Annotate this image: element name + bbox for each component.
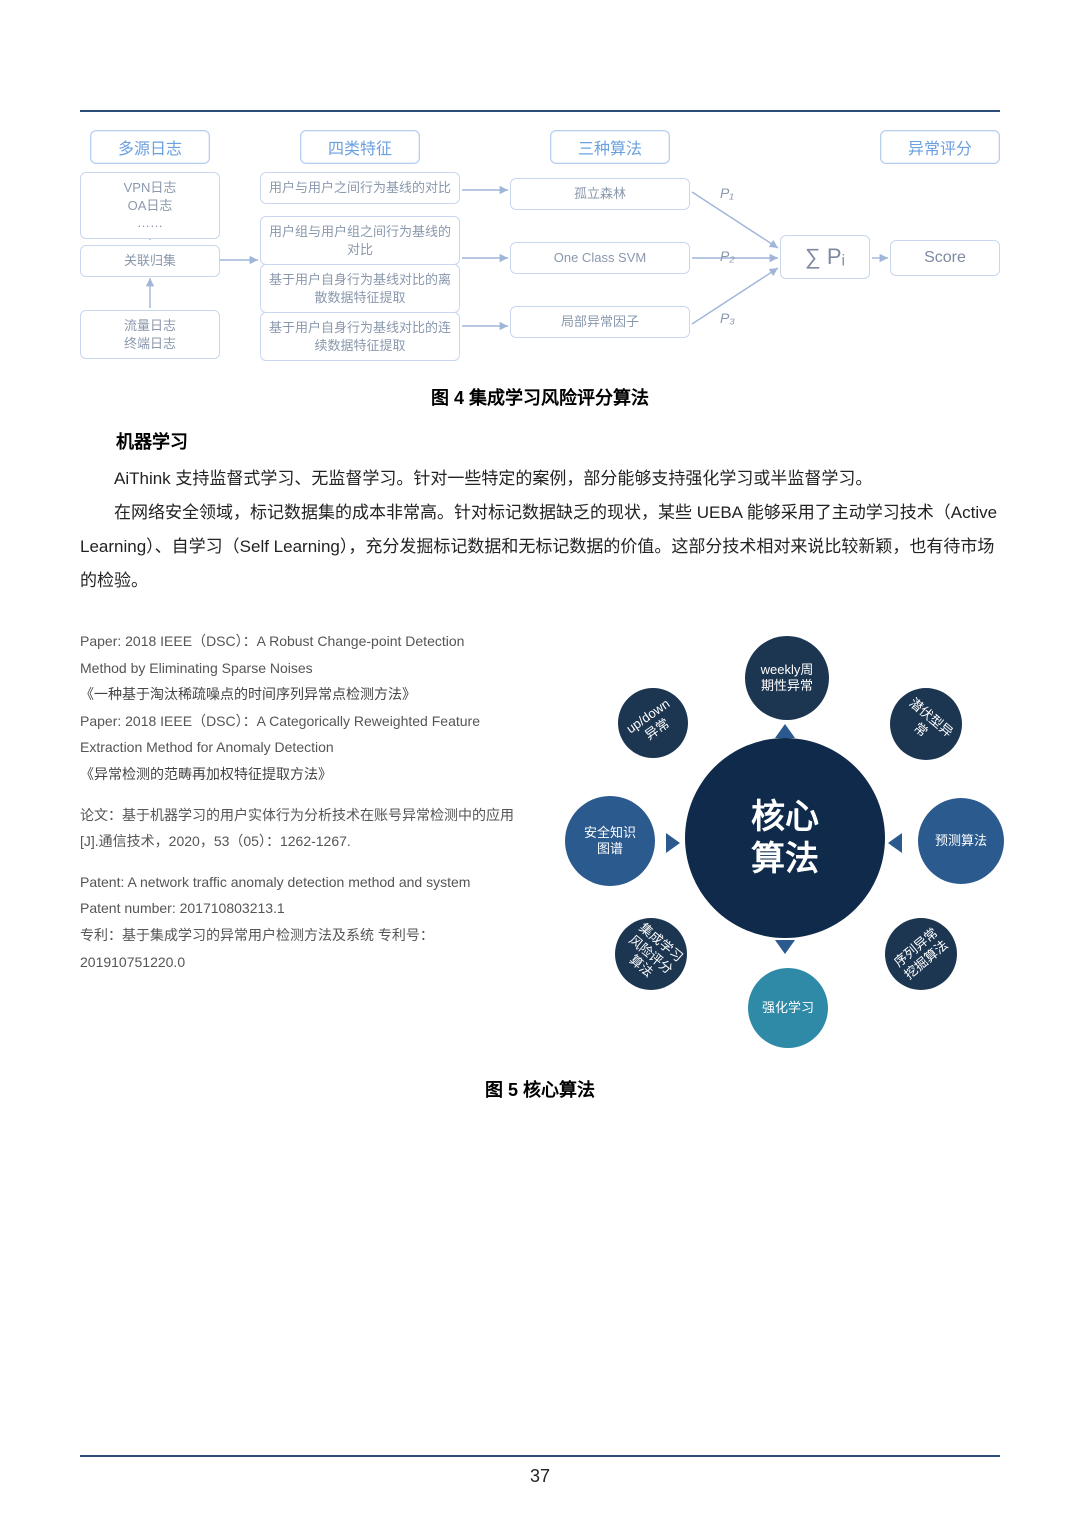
text: 201910751220.0 <box>80 949 550 976</box>
paragraph-2: 在网络安全领域，标记数据集的成本非常高。针对标记数据缺乏的现状，某些 UEBA … <box>80 496 1000 598</box>
fig4-p3-label: P₃ <box>720 310 735 326</box>
fig4-score-box: Score <box>890 240 1000 276</box>
satellite-top: weekly周期性异常 <box>745 636 829 720</box>
top-rule <box>80 110 1000 112</box>
core-label-1: 核心 <box>751 796 819 839</box>
satellite-label: 期性异常 <box>761 678 814 694</box>
text: …… <box>89 214 211 232</box>
figure-4-flowchart: 多源日志 四类特征 三种算法 异常评分 VPN日志 OA日志 …… 关联归集 流… <box>80 130 1000 370</box>
text: 终端日志 <box>89 335 211 353</box>
subheading-ml: 机器学习 <box>80 428 1000 454</box>
fig4-col2-d: 基于用户自身行为基线对比的连续数据特征提取 <box>260 312 460 361</box>
triangle-icon <box>666 833 680 853</box>
text: VPN日志 <box>89 179 211 197</box>
text: 《一种基于淘汰稀疏噪点的时间序列异常点检测方法》 <box>80 681 550 708</box>
satellite-br: 序列异常挖掘算法 <box>885 918 957 990</box>
fig4-col2-a: 用户与用户之间行为基线的对比 <box>260 172 460 204</box>
figure-5-caption: 图 5 核心算法 <box>80 1076 1000 1102</box>
satellite-label: 强化学习 <box>762 1000 814 1016</box>
fig4-header-3: 三种算法 <box>550 130 670 164</box>
satellite-tr: 潜伏型异常 <box>890 688 962 760</box>
text: Paper: 2018 IEEE（DSC）：A Robust Change-po… <box>80 628 550 655</box>
fig4-col2-c: 基于用户自身行为基线对比的离散数据特征提取 <box>260 264 460 313</box>
fig4-col1-aggregate: 关联归集 <box>80 245 220 277</box>
text: [J].通信技术，2020，53（05）：1262-1267. <box>80 828 550 855</box>
satellite-bottom: 强化学习 <box>748 968 828 1048</box>
satellite-label: 安全知识 <box>584 825 636 841</box>
fig4-col3-lof: 局部异常因子 <box>510 306 690 338</box>
satellite-tl: up/down异常 <box>618 688 688 758</box>
text: OA日志 <box>89 197 211 215</box>
fig4-col3-ocsvm: One Class SVM <box>510 242 690 274</box>
figure-5-row: Paper: 2018 IEEE（DSC）：A Robust Change-po… <box>80 628 1000 1048</box>
figure-5-citations: Paper: 2018 IEEE（DSC）：A Robust Change-po… <box>80 628 550 1048</box>
paragraph-1: AiThink 支持监督式学习、无监督学习。针对一些特定的案例，部分能够支持强化… <box>80 462 1000 496</box>
satellite-right: 预测算法 <box>918 798 1004 884</box>
text: Patent number: 201710803213.1 <box>80 895 550 922</box>
fig4-col1-logs: VPN日志 OA日志 …… <box>80 172 220 239</box>
fig4-header-4: 异常评分 <box>880 130 1000 164</box>
citation-group-1: Paper: 2018 IEEE（DSC）：A Robust Change-po… <box>80 628 550 788</box>
figure-4-caption: 图 4 集成学习风险评分算法 <box>80 384 1000 410</box>
triangle-icon <box>888 833 902 853</box>
fig4-col1-other-logs: 流量日志 终端日志 <box>80 310 220 359</box>
text: 论文：基于机器学习的用户实体行为分析技术在账号异常检测中的应用 <box>80 802 550 829</box>
fig4-p1-label: P₁ <box>720 185 734 201</box>
satellite-bl: 集成学习风险评分算法 <box>615 918 687 990</box>
text: 流量日志 <box>89 317 211 335</box>
page-number: 37 <box>0 1466 1080 1487</box>
text: 专利：基于集成学习的异常用户检测方法及系统 专利号： <box>80 922 550 949</box>
satellite-label: 图谱 <box>584 841 636 857</box>
triangle-icon <box>775 940 795 954</box>
text: Extraction Method for Anomaly Detection <box>80 734 550 761</box>
fig4-col2-b: 用户组与用户组之间行为基线的对比 <box>260 216 460 265</box>
citation-group-2: 论文：基于机器学习的用户实体行为分析技术在账号异常检测中的应用 [J].通信技术… <box>80 802 550 855</box>
bottom-rule <box>80 1455 1000 1457</box>
text: Patent: A network traffic anomaly detect… <box>80 869 550 896</box>
document-page: 多源日志 四类特征 三种算法 异常评分 VPN日志 OA日志 …… 关联归集 流… <box>0 0 1080 1527</box>
fig4-header-2: 四类特征 <box>300 130 420 164</box>
figure-5-radial: 核心 算法 weekly周期性异常潜伏型异常预测算法序列异常挖掘算法强化学习集成… <box>570 628 1000 1048</box>
fig4-sum-box: ∑ Pᵢ <box>780 235 870 279</box>
satellite-left: 安全知识图谱 <box>565 796 655 886</box>
text: Paper: 2018 IEEE（DSC）：A Categorically Re… <box>80 708 550 735</box>
triangle-icon <box>775 724 795 738</box>
citation-group-3: Patent: A network traffic anomaly detect… <box>80 869 550 975</box>
text: Method by Eliminating Sparse Noises <box>80 655 550 682</box>
fig4-col3-isoforest: 孤立森林 <box>510 178 690 210</box>
fig4-p2-label: P₂ <box>720 248 735 264</box>
fig4-header-1: 多源日志 <box>90 130 210 164</box>
core-label-2: 算法 <box>751 838 819 881</box>
core-center-circle: 核心 算法 <box>685 738 885 938</box>
satellite-label: weekly周 <box>761 662 814 678</box>
text: 《异常检测的范畴再加权特征提取方法》 <box>80 761 550 788</box>
satellite-label: 预测算法 <box>935 833 987 849</box>
